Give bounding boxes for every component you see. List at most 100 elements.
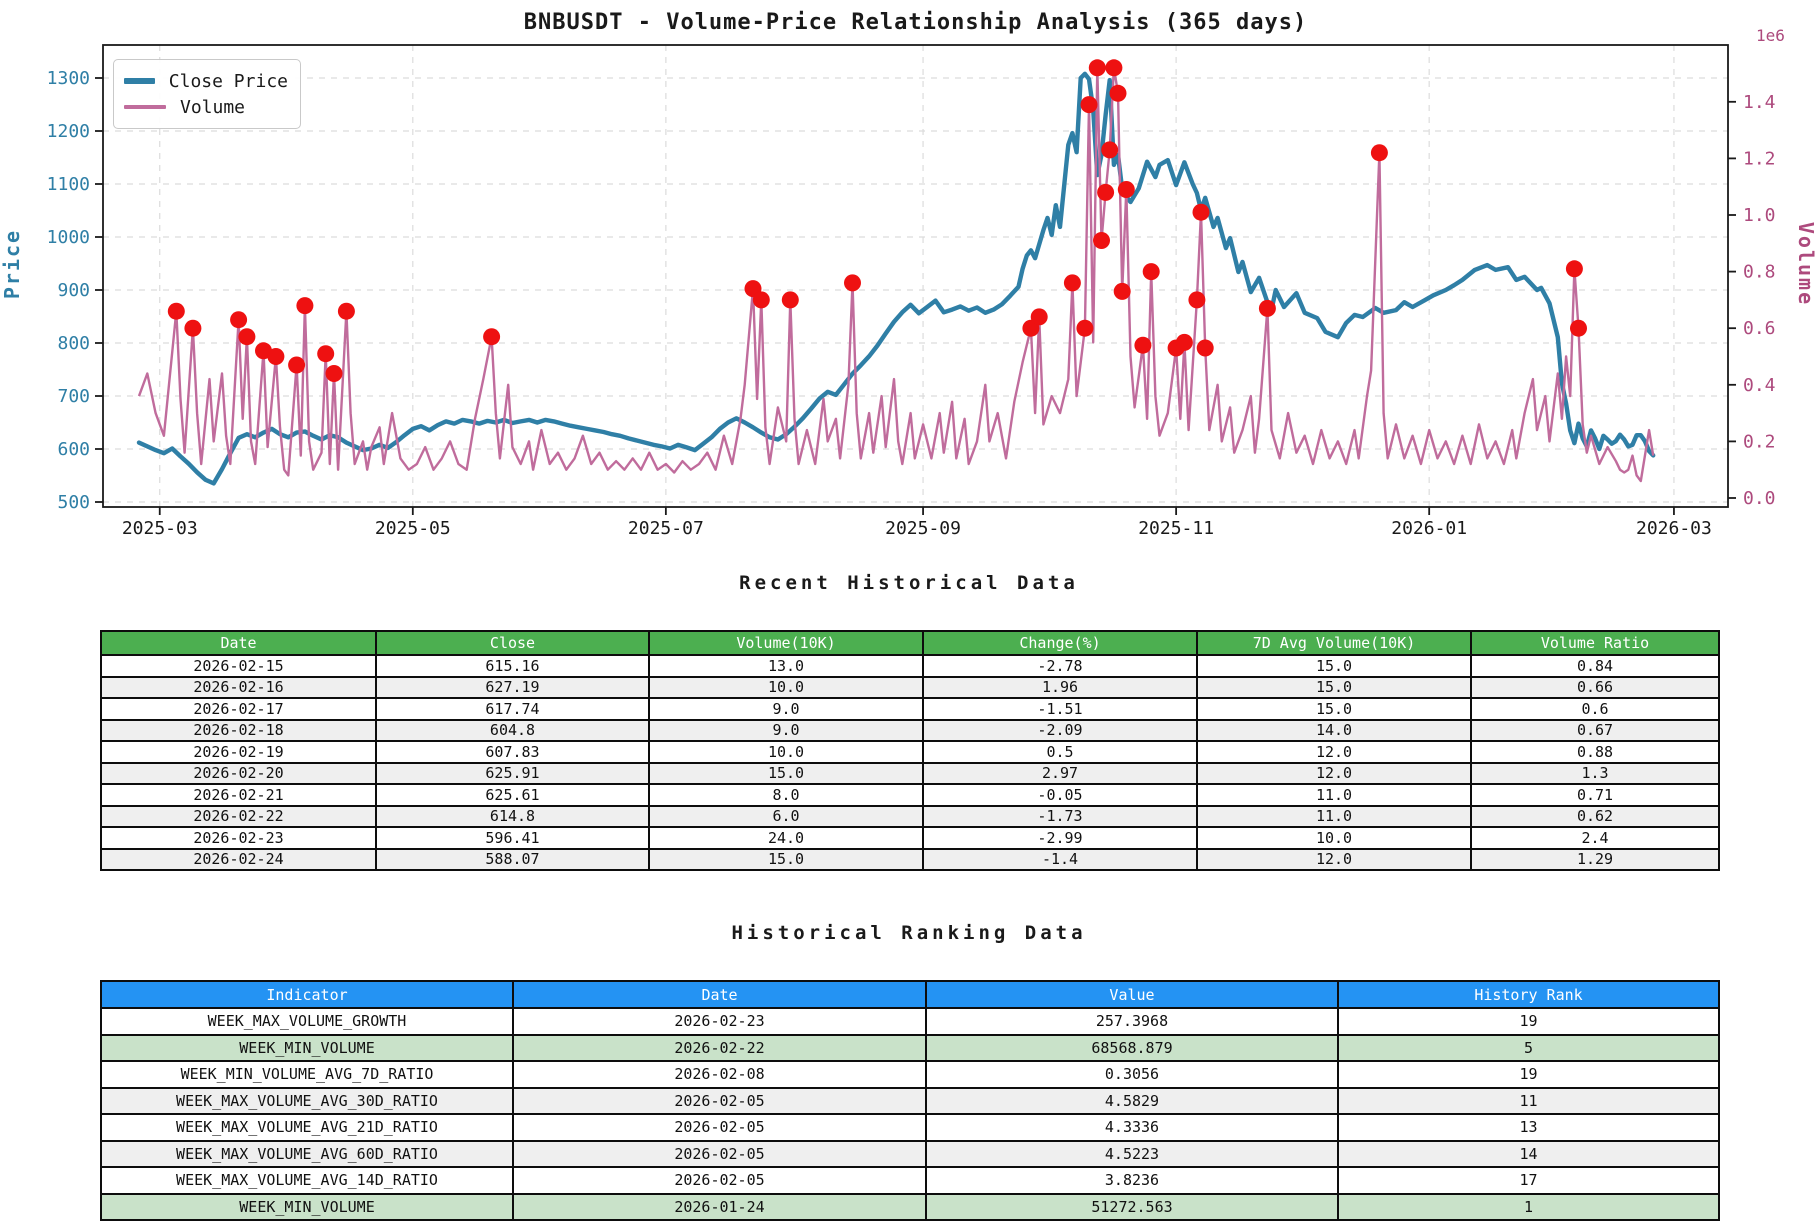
table-cell: 617.74 — [375, 697, 650, 721]
table-row: WEEK_MIN_VOLUME_AVG_7D_RATIO 2026-02-08 0.… — [100, 1060, 1720, 1089]
column-header: 7D Avg Volume(10K) — [1196, 630, 1472, 656]
table-cell: 0.67 — [1470, 718, 1720, 742]
table-cell: 12.0 — [1196, 847, 1472, 871]
table-cell: 627.19 — [375, 675, 650, 699]
column-header: Date — [100, 630, 377, 656]
table-row: WEEK_MIN_VOLUME 2026-01-24 51272.563 1 — [100, 1192, 1720, 1221]
table-row: 2026-02-18 604.8 9.0 -2.09 14.0 0.67 — [100, 718, 1720, 742]
y-axis-label-price: Price — [0, 228, 24, 300]
table-cell: 2026-02-20 — [100, 761, 377, 785]
price-tick-label: 800 — [57, 333, 90, 354]
recent-data-heading: Recent Historical Data — [739, 572, 1079, 594]
volume-spike-dot — [1093, 232, 1110, 249]
table-cell: 588.07 — [375, 847, 650, 871]
table-cell: 2026-02-23 — [100, 826, 377, 850]
table-cell: WEEK_MAX_VOLUME_AVG_30D_RATIO — [100, 1086, 514, 1115]
table-cell: 15.0 — [648, 847, 924, 871]
volume-spike-dot — [1196, 339, 1214, 357]
table-cell: WEEK_MIN_VOLUME — [100, 1192, 514, 1221]
date-tick-label: 2026-03 — [1636, 518, 1712, 539]
table-cell: 9.0 — [648, 697, 924, 721]
table-cell: 11.0 — [1196, 783, 1472, 807]
chart-legend: Close Price Volume — [113, 59, 301, 129]
price-tick-label: 1200 — [47, 121, 90, 142]
table-cell: 2026-02-05 — [512, 1166, 927, 1195]
table-cell: WEEK_MIN_VOLUME — [100, 1033, 514, 1062]
table-cell: 15.0 — [1196, 675, 1472, 699]
date-tick-label: 2025-05 — [375, 518, 451, 539]
volume-tick-label: 1.0 — [1743, 205, 1776, 226]
legend-item-volume: Volume — [124, 94, 288, 120]
table-cell: 15.0 — [1196, 697, 1472, 721]
price-tick-label: 500 — [57, 492, 90, 513]
volume-spike-dot — [483, 328, 501, 346]
table-cell: -2.09 — [922, 718, 1198, 742]
price-tick-label: 1000 — [47, 227, 90, 248]
table-cell: 10.0 — [1196, 826, 1472, 850]
table-cell: 2026-01-24 — [512, 1192, 927, 1221]
table-cell: -1.73 — [922, 804, 1198, 828]
table-cell: 596.41 — [375, 826, 650, 850]
table-cell: 2026-02-05 — [512, 1139, 927, 1168]
table-cell: 2026-02-17 — [100, 697, 377, 721]
price-tick-label: 1300 — [47, 68, 90, 89]
volume-spike-dot — [1076, 319, 1094, 337]
table-row: 2026-02-19 607.83 10.0 0.5 12.0 0.88 — [100, 740, 1720, 764]
volume-spike-dot — [238, 328, 256, 346]
table-cell: 8.0 — [648, 783, 924, 807]
table-cell: 2.4 — [1470, 826, 1720, 850]
ranking-data-heading: Historical Ranking Data — [731, 922, 1087, 944]
volume-line — [137, 66, 1655, 483]
table-cell: 4.5829 — [925, 1086, 1339, 1115]
volume-spike-dot — [1109, 84, 1127, 102]
table-cell: 0.3056 — [925, 1060, 1339, 1089]
table-row: 2026-02-21 625.61 8.0 -0.05 11.0 0.71 — [100, 783, 1720, 807]
volume-spike-dot — [267, 348, 285, 365]
table-cell: 51272.563 — [925, 1192, 1339, 1221]
table-cell: 614.8 — [375, 804, 650, 828]
table-cell: 0.6 — [1470, 697, 1720, 721]
volume-price-chart: BNBUSDT - Volume-Price Relationship Anal… — [0, 0, 1818, 548]
table-cell: 17 — [1337, 1166, 1720, 1195]
table-cell: 1.3 — [1470, 761, 1720, 785]
plot-border — [102, 44, 1729, 508]
volume-spike-dot — [844, 274, 861, 292]
table-row: 2026-02-22 614.8 6.0 -1.73 11.0 0.62 — [100, 804, 1720, 828]
close-price-line — [136, 71, 1656, 486]
table-cell: 3.8236 — [925, 1166, 1339, 1195]
table-cell: 11 — [1337, 1086, 1720, 1115]
volume-tick-label: 0.8 — [1743, 262, 1776, 283]
volume-tick-label: 0.0 — [1743, 488, 1776, 509]
close-price-line-swatch — [124, 78, 155, 84]
table-cell: 625.91 — [375, 761, 650, 785]
y-axis-label-volume: Volume — [1794, 221, 1818, 307]
ranking-table-header-row: Indicator Date Value History Rank — [100, 980, 1720, 1009]
volume-spike-dot — [1105, 59, 1123, 77]
table-cell: 2026-02-19 — [100, 740, 377, 764]
price-tick-label: 900 — [57, 280, 90, 301]
table-cell: 0.5 — [922, 740, 1198, 764]
volume-spike-dot — [1101, 141, 1119, 159]
volume-spike-dot — [1570, 319, 1587, 337]
table-cell: 0.88 — [1470, 740, 1720, 764]
table-row: 2026-02-20 625.91 15.0 2.97 12.0 1.3 — [100, 761, 1720, 785]
table-cell: 257.3968 — [925, 1007, 1339, 1036]
table-row: 2026-02-23 596.41 24.0 -2.99 10.0 2.4 — [100, 826, 1720, 850]
table-cell: -1.4 — [922, 847, 1198, 871]
table-cell: 4.3336 — [925, 1113, 1339, 1142]
table-row: WEEK_MAX_VOLUME_AVG_30D_RATIO 2026-02-05 4… — [100, 1086, 1720, 1115]
table-cell: WEEK_MAX_VOLUME_AVG_60D_RATIO — [100, 1139, 514, 1168]
volume-axis-offset-1e6: 1e6 — [1756, 26, 1785, 45]
column-header: Volume(10K) — [648, 630, 924, 656]
table-cell: 604.8 — [375, 718, 650, 742]
volume-spike-dot — [1030, 308, 1048, 326]
table-cell: 13 — [1337, 1113, 1720, 1142]
table-cell: 19 — [1337, 1007, 1720, 1036]
table-cell: 2026-02-18 — [100, 718, 377, 742]
table-cell: 2026-02-22 — [512, 1033, 927, 1062]
column-header: Close — [375, 630, 650, 656]
volume-spike-dot — [781, 291, 799, 309]
volume-tick-label: 0.4 — [1743, 375, 1776, 396]
table-cell: 0.71 — [1470, 783, 1720, 807]
date-tick-label: 2026-01 — [1391, 518, 1467, 539]
